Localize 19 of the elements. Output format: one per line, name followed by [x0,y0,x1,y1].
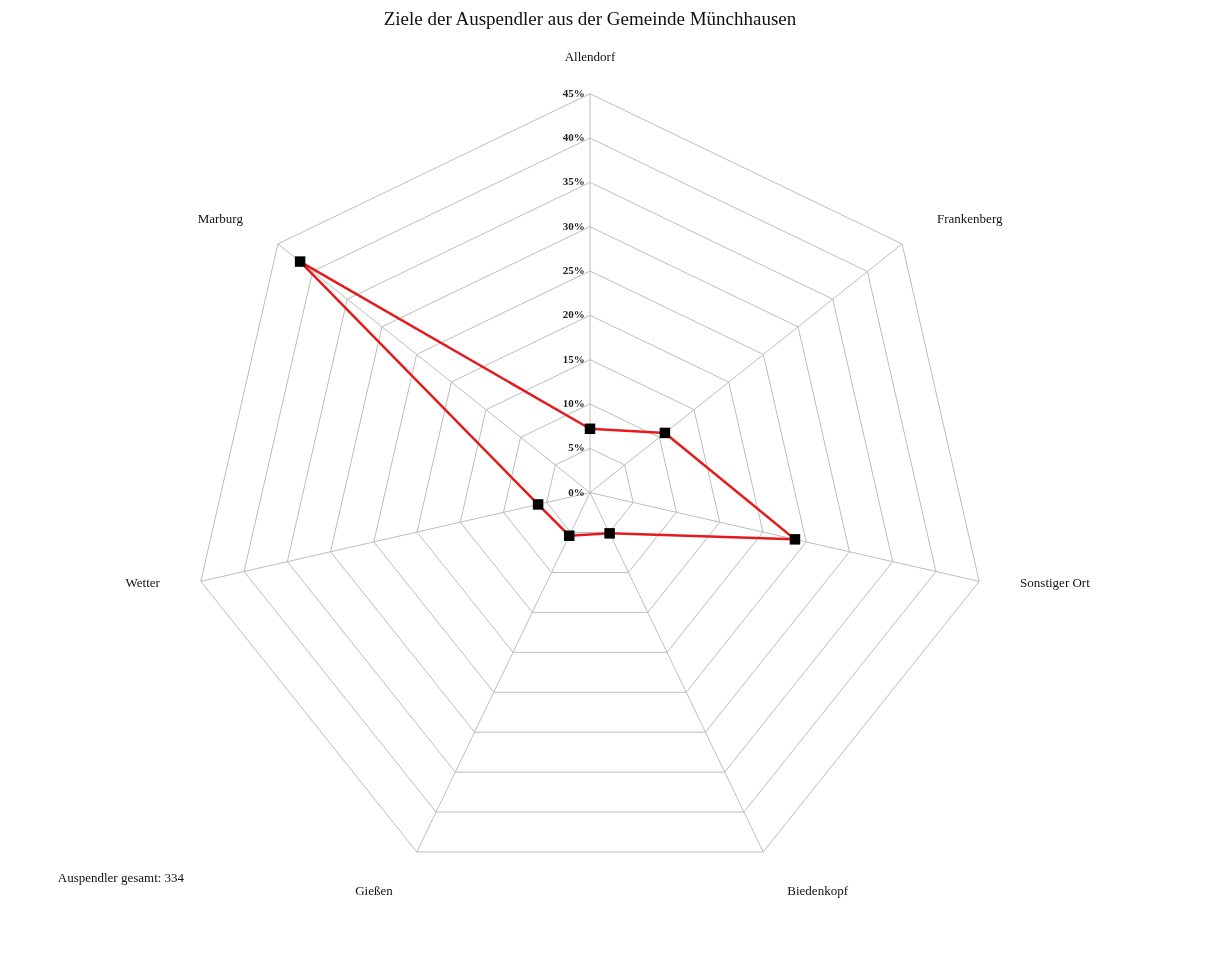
y-tick-label: 25% [562,264,585,277]
y-tick-label: 45% [562,86,585,99]
y-tick-label: 20% [562,308,585,321]
y-tick-label: 35% [562,175,585,188]
spoke-label: Allendorf [564,49,616,65]
spoke-label: Marburg [197,211,244,227]
spoke-label: Frankenberg [937,211,1003,227]
y-tick-label: 40% [562,131,585,144]
y-tick-label: 15% [562,352,585,365]
y-tick-label: 0% [568,485,585,498]
y-tick-label: 10% [562,396,585,409]
y-tick-label: 5% [568,441,585,454]
chart-title: Ziele der Auspendler aus der Gemeinde Münchhausen [383,8,797,29]
y-tick-label: 30% [562,219,585,232]
text: Auspendler gesamt: 334 [57,870,185,886]
spoke-label: Wetter [125,574,161,590]
spoke-label: Sonstiger Ort [1020,574,1091,590]
spoke-label: Biedenkopf [787,882,849,898]
spoke-label: Gießen [355,882,394,898]
